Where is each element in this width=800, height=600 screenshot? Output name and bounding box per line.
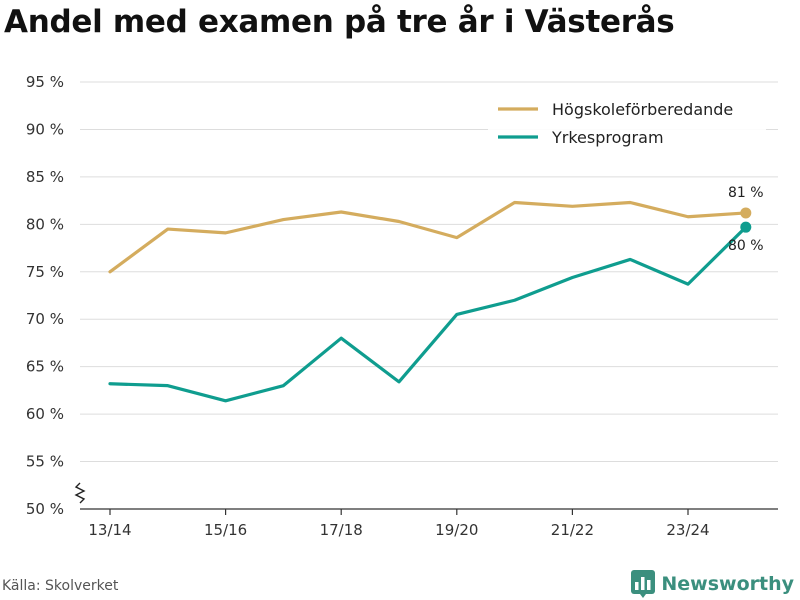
axis-break-icon [74, 482, 86, 504]
legend-label: Yrkesprogram [551, 128, 664, 147]
x-tick-label: 21/22 [551, 521, 594, 539]
y-tick-label: 70 % [26, 310, 64, 328]
series-line-hogskoleforberedande [108, 200, 748, 274]
end-value-label: 80 % [728, 238, 764, 254]
x-tick-label: 13/14 [88, 521, 131, 539]
x-axis: 13/14 15/16 17/18 19/20 21/22 23/24 [74, 482, 778, 539]
y-tick-label: 50 % [26, 500, 64, 518]
series-endpoint [740, 221, 752, 233]
end-value-label: 81 % [728, 185, 764, 201]
legend: Högskoleförberedande Yrkesprogram [488, 94, 766, 156]
brand[interactable]: Newsworthy [631, 570, 794, 598]
y-axis: 50 % 55 % 60 % 65 % 70 % 75 % 80 % 85 % 90 % 95 % [26, 73, 64, 518]
y-tick-label: 75 % [26, 263, 64, 281]
y-tick-label: 65 % [26, 358, 64, 376]
y-tick-label: 80 % [26, 215, 64, 233]
source-note: Källa: Skolverket [2, 578, 119, 594]
series-line-yrkesprogram [108, 225, 748, 403]
y-tick-label: 55 % [26, 453, 64, 471]
x-tick-label: 23/24 [666, 521, 709, 539]
chart-title: Andel med examen på tre år i Västerås [4, 4, 675, 40]
x-tick-label: 19/20 [435, 521, 478, 539]
x-tick-label: 17/18 [320, 521, 363, 539]
legend-background [488, 94, 766, 156]
y-tick-label: 85 % [26, 168, 64, 186]
y-tick-label: 60 % [26, 405, 64, 423]
brand-name: Newsworthy [661, 573, 794, 595]
legend-label: Högskoleförberedande [552, 100, 733, 119]
y-tick-label: 95 % [26, 73, 64, 91]
newsworthy-logo-icon [631, 570, 656, 598]
y-tick-label: 90 % [26, 120, 64, 138]
series-layer: 81 % 80 % [108, 185, 764, 403]
x-tick-label: 15/16 [204, 521, 247, 539]
series-endpoint [740, 207, 752, 219]
gridlines [80, 81, 778, 463]
